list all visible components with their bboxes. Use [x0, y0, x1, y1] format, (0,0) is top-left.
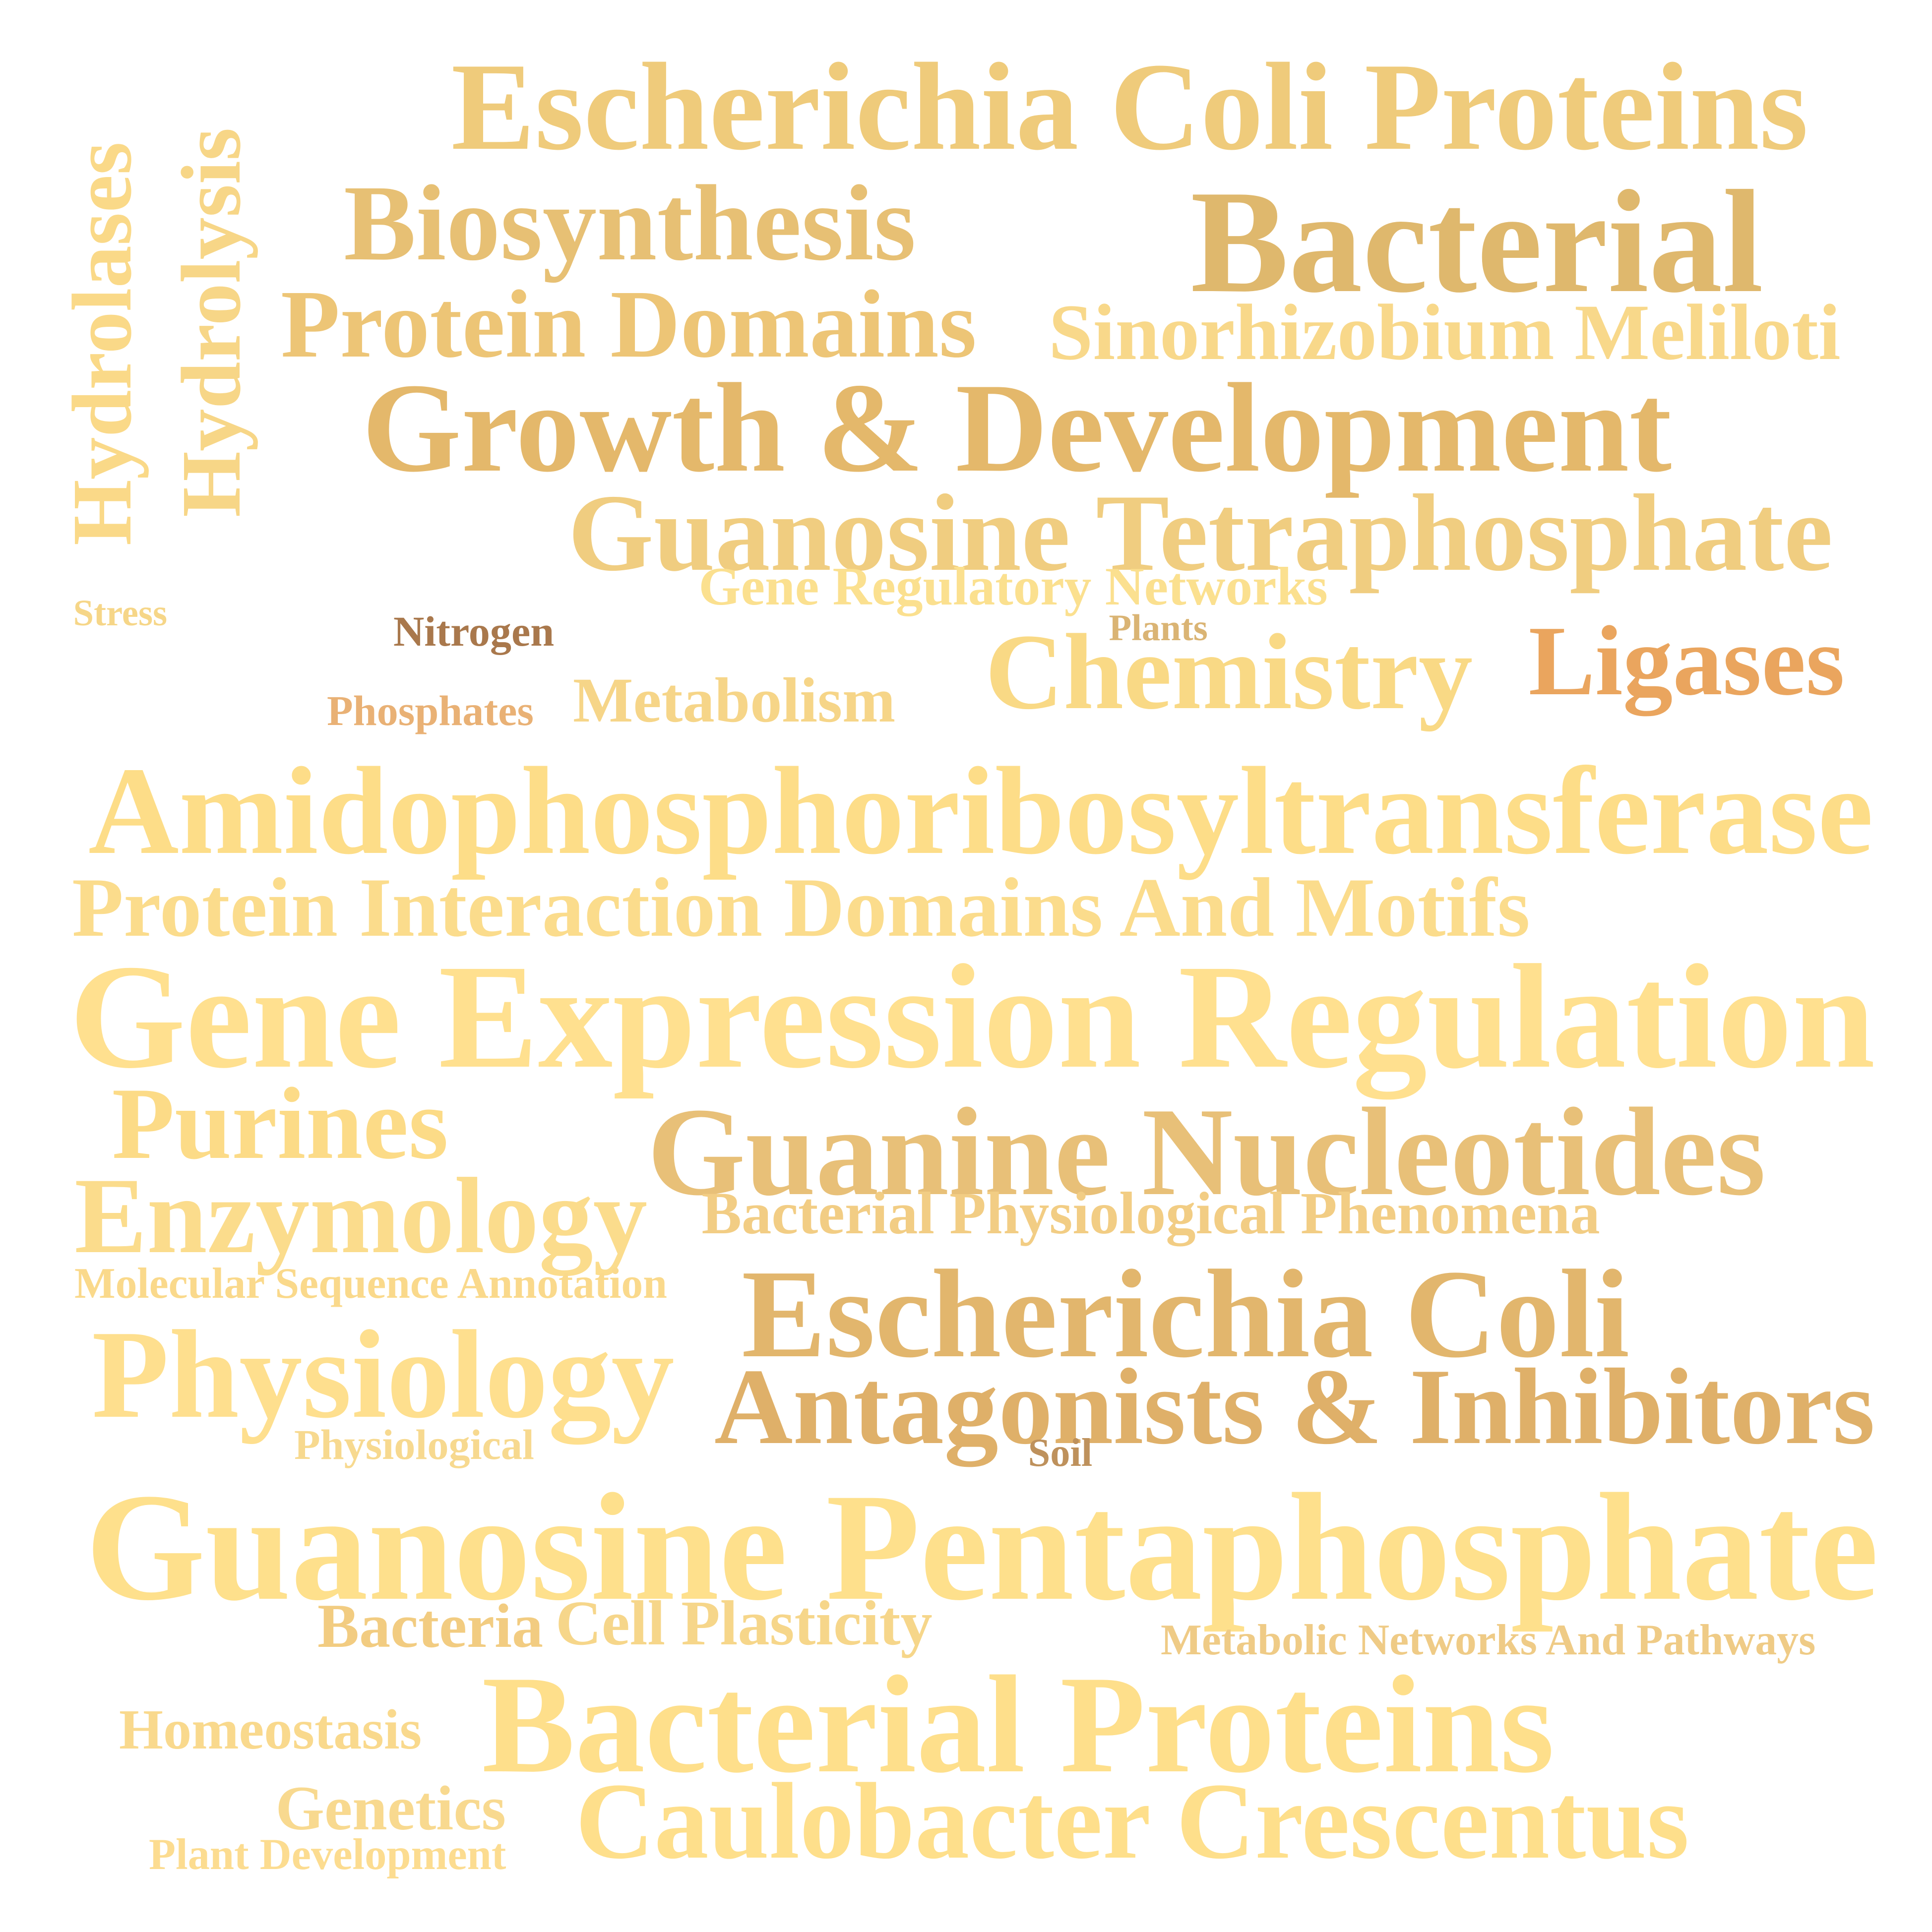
word-protein-domains: Protein Domains: [281, 271, 977, 378]
word-growth-and-development: Growth & Development: [362, 357, 1672, 498]
word-physiological: Physiological: [294, 1420, 534, 1468]
word-enzymology: Enzymology: [74, 1156, 648, 1276]
word-nitrogen: Nitrogen: [393, 607, 555, 655]
word-stress: Stress: [73, 593, 168, 634]
word-biosynthesis: Biosynthesis: [344, 163, 916, 283]
word-escherichia-coli-proteins: Escherichia Coli Proteins: [451, 37, 1808, 176]
word-protein-interaction-domains-and-motifs: Protein Interaction Domains And Motifs: [72, 860, 1530, 954]
word-genetics: Genetics: [275, 1774, 506, 1843]
word-bacterial-physiological-phenomena: Bacterial Physiological Phenomena: [701, 1180, 1600, 1247]
word-physiology: Physiology: [92, 1305, 675, 1445]
word-chemistry: Chemistry: [985, 611, 1473, 732]
word-gene-regulatory-networks: Gene Regulatory Networks: [698, 556, 1328, 616]
word-hydrolases: Hydrolases: [55, 141, 149, 545]
word-hydrolysis: Hydrolysis: [164, 127, 258, 517]
word-homeostasis: Homeostasis: [119, 1697, 422, 1761]
word-guanosine-tetraphosphate: Guanosine Tetraphosphate: [568, 472, 1833, 594]
word-ligases: Ligases: [1528, 605, 1845, 716]
word-bacterial-proteins: Bacterial Proteins: [482, 1646, 1555, 1802]
word-antagonists-and-inhibitors: Antagonists & Inhibitors: [714, 1347, 1875, 1467]
word-soil: Soil: [1028, 1430, 1093, 1475]
word-bacteria: Bacteria: [317, 1592, 544, 1661]
word-guanine-nucleotides: Guanine Nucleotides: [647, 1082, 1766, 1222]
word-molecular-sequence-annotation: Molecular Sequence Annotation: [74, 1259, 667, 1307]
word-caulobacter-crescentus: Caulobacter Crescentus: [575, 1760, 1689, 1881]
word-plant-development: Plant Development: [149, 1830, 506, 1879]
word-guanosine-pentaphosphate: Guanosine Pentaphosphate: [85, 1461, 1879, 1632]
word-metabolism: Metabolism: [573, 664, 896, 735]
word-plants: Plants: [1109, 607, 1208, 649]
word-cell-plasticity: Cell Plasticity: [556, 1587, 933, 1658]
word-gene-expression-regulation: Gene Expression Regulation: [69, 934, 1875, 1099]
word-amidophosphoribosyltransferase: Amidophosphoribosyltransferase: [88, 741, 1873, 880]
word-sinorhizobium-meliloti: Sinorhizobium Meliloti: [1049, 288, 1841, 376]
word-purines: Purines: [112, 1066, 449, 1180]
word-metabolic-networks-and-pathways: Metabolic Networks And Pathways: [1161, 1616, 1816, 1664]
word-phosphates: Phosphates: [327, 686, 534, 734]
word-escherichia-coli: Escherichia Coli: [742, 1244, 1630, 1384]
word-bacterial: Bacterial: [1190, 160, 1764, 323]
